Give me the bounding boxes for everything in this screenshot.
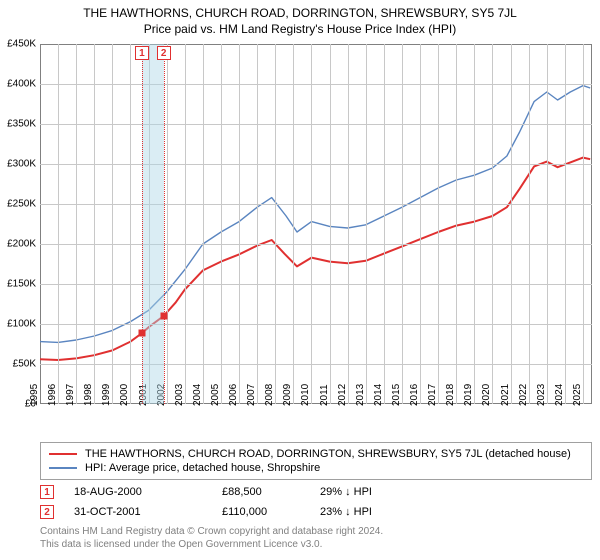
footer-line-1: Contains HM Land Registry data © Crown c… (40, 526, 592, 539)
chart-subtitle: Price paid vs. HM Land Registry's House … (0, 20, 600, 40)
x-tick-label: 2023 (536, 384, 547, 406)
legend-swatch-hpi (49, 467, 77, 468)
legend-label-subject: THE HAWTHORNS, CHURCH ROAD, DORRINGTON, … (85, 448, 571, 460)
series-subject (40, 158, 590, 360)
x-tick-label: 2018 (445, 384, 456, 406)
x-tick-label: 2017 (427, 384, 438, 406)
legend-swatch-subject (49, 453, 77, 455)
y-tick-label: £150K (7, 279, 36, 290)
y-tick-label: £200K (7, 239, 36, 250)
sale-marker-1: 1 (40, 485, 54, 499)
x-tick-label: 2019 (463, 384, 474, 406)
x-tick-label: 2013 (355, 384, 366, 406)
sale-delta-2: 23% ↓ HPI (320, 506, 410, 518)
x-tick-label: 2011 (319, 384, 330, 406)
x-tick-label: 2024 (554, 384, 565, 406)
x-tick-label: 2016 (409, 384, 420, 406)
sale-marker-2: 2 (40, 505, 54, 519)
sales-row-1: 1 18-AUG-2000 £88,500 29% ↓ HPI (40, 482, 592, 502)
sales-row-2: 2 31-OCT-2001 £110,000 23% ↓ HPI (40, 502, 592, 522)
event-label: 2 (157, 46, 171, 60)
x-tick-label: 2015 (391, 384, 402, 406)
x-tick-label: 1997 (65, 384, 76, 406)
y-tick-label: £50K (13, 359, 36, 370)
legend-row-subject: THE HAWTHORNS, CHURCH ROAD, DORRINGTON, … (49, 447, 583, 461)
x-tick-label: 1995 (29, 384, 40, 406)
y-tick-label: £300K (7, 159, 36, 170)
legend-label-hpi: HPI: Average price, detached house, Shro… (85, 462, 320, 474)
sale-point (160, 313, 167, 320)
sale-price-1: £88,500 (222, 486, 312, 498)
chart-container: THE HAWTHORNS, CHURCH ROAD, DORRINGTON, … (0, 0, 600, 560)
legend: THE HAWTHORNS, CHURCH ROAD, DORRINGTON, … (40, 442, 592, 480)
x-tick-label: 2003 (174, 384, 185, 406)
y-tick-label: £250K (7, 199, 36, 210)
x-tick-label: 2022 (518, 384, 529, 406)
x-tick-label: 1996 (47, 384, 58, 406)
sale-date-2: 31-OCT-2001 (74, 506, 214, 518)
event-line (142, 56, 143, 404)
chart-plot-area: £0£50K£100K£150K£200K£250K£300K£350K£400… (40, 44, 592, 404)
y-tick-label: £100K (7, 319, 36, 330)
x-tick-label: 2004 (192, 384, 203, 406)
y-tick-label: £400K (7, 79, 36, 90)
y-tick-label: £450K (7, 39, 36, 50)
x-tick-label: 1998 (83, 384, 94, 406)
event-band (142, 44, 164, 404)
y-tick-label: £350K (7, 119, 36, 130)
x-tick-label: 2020 (481, 384, 492, 406)
x-tick-label: 2007 (246, 384, 257, 406)
sale-price-2: £110,000 (222, 506, 312, 518)
x-tick-label: 2006 (228, 384, 239, 406)
x-tick-label: 2025 (572, 384, 583, 406)
chart-svg (40, 44, 592, 404)
legend-row-hpi: HPI: Average price, detached house, Shro… (49, 461, 583, 475)
x-tick-label: 2009 (282, 384, 293, 406)
x-tick-label: 2005 (210, 384, 221, 406)
sale-date-1: 18-AUG-2000 (74, 486, 214, 498)
x-tick-label: 2000 (119, 384, 130, 406)
sale-delta-1: 29% ↓ HPI (320, 486, 410, 498)
sales-table: 1 18-AUG-2000 £88,500 29% ↓ HPI 2 31-OCT… (40, 482, 592, 522)
sale-point (138, 330, 145, 337)
chart-title: THE HAWTHORNS, CHURCH ROAD, DORRINGTON, … (0, 0, 600, 20)
footer: Contains HM Land Registry data © Crown c… (40, 526, 592, 551)
x-tick-label: 2010 (300, 384, 311, 406)
x-tick-label: 2008 (264, 384, 275, 406)
x-tick-label: 2021 (499, 384, 510, 406)
x-tick-label: 2014 (373, 384, 384, 406)
x-tick-label: 2012 (337, 384, 348, 406)
event-label: 1 (135, 46, 149, 60)
footer-line-2: This data is licensed under the Open Gov… (40, 539, 592, 552)
event-line (164, 56, 165, 404)
x-tick-label: 1999 (101, 384, 112, 406)
